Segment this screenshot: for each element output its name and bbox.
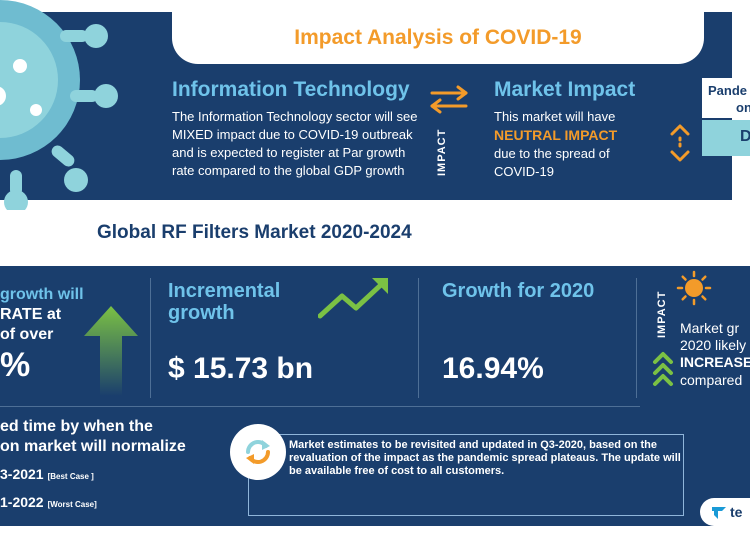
divider [150,278,151,398]
divider [418,278,419,398]
pandemic-line2: on [736,100,750,115]
page-title: Impact Analysis of COVID-19 [294,26,582,49]
normalize-line1: ed time by when the [0,418,153,435]
growth-line3: of over [0,326,54,343]
market-growth-line1: Market gr [680,320,740,336]
sun-icon [676,270,712,306]
incremental-heading: Incremental growth [168,280,281,324]
brand-logo-icon [712,507,726,519]
sector-description: The Information Technology sector will s… [172,109,418,178]
brand-badge: te [700,498,750,526]
refresh-icon [246,440,270,464]
divider [0,406,640,407]
impact-label-vertical: IMPACT [656,290,668,338]
incremental-value: $ 15.73 bn [168,352,314,385]
divider [636,278,637,398]
pandemic-box: Pande [702,78,750,118]
virus-icon [0,0,118,210]
growth-value: % [0,346,31,384]
up-arrow-icon [84,306,138,396]
title-banner: Impact Analysis of COVID-19 [172,12,704,64]
best-case: 3-2021 [Best Case ] [0,466,94,482]
market-growth-line3: INCREASE [680,354,750,370]
market-growth-line4: compared [680,372,743,388]
market-impact-heading: Market Impact [494,78,636,101]
pandemic-value-box: D [702,120,750,156]
growth-2020-value: 16.94% [442,352,544,385]
neutral-impact-highlight: NEUTRAL IMPACT [494,127,618,143]
worst-case: 1-2022 [Worst Case] [0,494,97,510]
sector-heading: Information Technology [172,78,410,101]
trend-up-icon [318,278,388,319]
impact-label-vertical: IMPACT [436,128,448,176]
normalize-line2: on market will normalize [0,438,186,455]
market-impact-text: This market will have NEUTRAL IMPACT due… [494,109,618,179]
growth-line1: growth will [0,286,84,303]
chevrons-up-icon [653,352,673,386]
market-growth-line2: 2020 likely [680,337,747,353]
market-title: Global RF Filters Market 2020-2024 [97,222,412,243]
refresh-circle [230,424,286,480]
growth-2020-heading: Growth for 2020 [442,280,595,302]
update-note: Market estimates to be revisited and upd… [248,434,684,516]
expand-arrows-icon [670,124,690,162]
growth-line2: RATE at [0,306,62,323]
exchange-arrows-icon [430,85,468,114]
